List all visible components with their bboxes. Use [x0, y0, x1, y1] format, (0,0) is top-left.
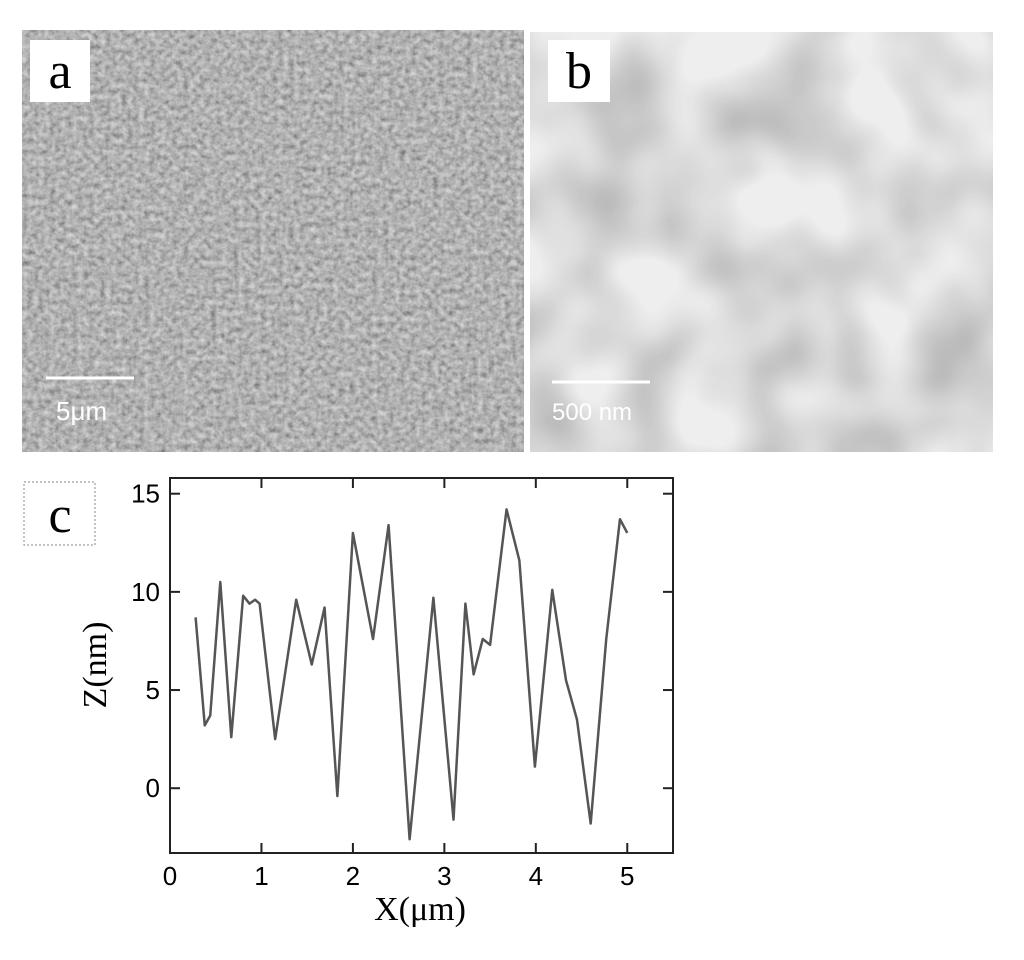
- y-tick-label: 15: [131, 479, 160, 509]
- afm-texture: [22, 30, 524, 452]
- panel-label: b: [566, 43, 592, 100]
- figure: a 5μm b 500 nm c X(μm) Z(nm) 0 1 2 3 4 5 0 5 10 1…: [0, 0, 1024, 960]
- panel-a: a 5μm: [22, 30, 524, 452]
- x-tick-label: 4: [529, 861, 543, 891]
- profile-line: [196, 509, 628, 839]
- y-axis-label: Z(nm): [77, 622, 114, 709]
- scale-bar-label: 5μm: [56, 396, 107, 426]
- x-tick-label: 1: [254, 861, 268, 891]
- scale-bar-label: 500 nm: [552, 399, 632, 426]
- x-tick-label: 2: [346, 861, 360, 891]
- x-tick-label: 0: [163, 861, 177, 891]
- panel-label: c: [48, 487, 71, 544]
- x-tick-label: 3: [437, 861, 451, 891]
- y-tick-label: 0: [146, 773, 160, 803]
- x-tick-label: 5: [620, 861, 634, 891]
- x-axis-label: X(μm): [374, 891, 466, 928]
- panel-c: c X(μm) Z(nm) 0 1 2 3 4 5 0 5 10 15: [24, 478, 673, 928]
- panel-b: b 500 nm: [530, 32, 993, 452]
- plot-frame: [170, 478, 673, 853]
- y-tick-label: 5: [146, 675, 160, 705]
- panel-label: a: [48, 43, 71, 100]
- y-tick-label: 10: [131, 577, 160, 607]
